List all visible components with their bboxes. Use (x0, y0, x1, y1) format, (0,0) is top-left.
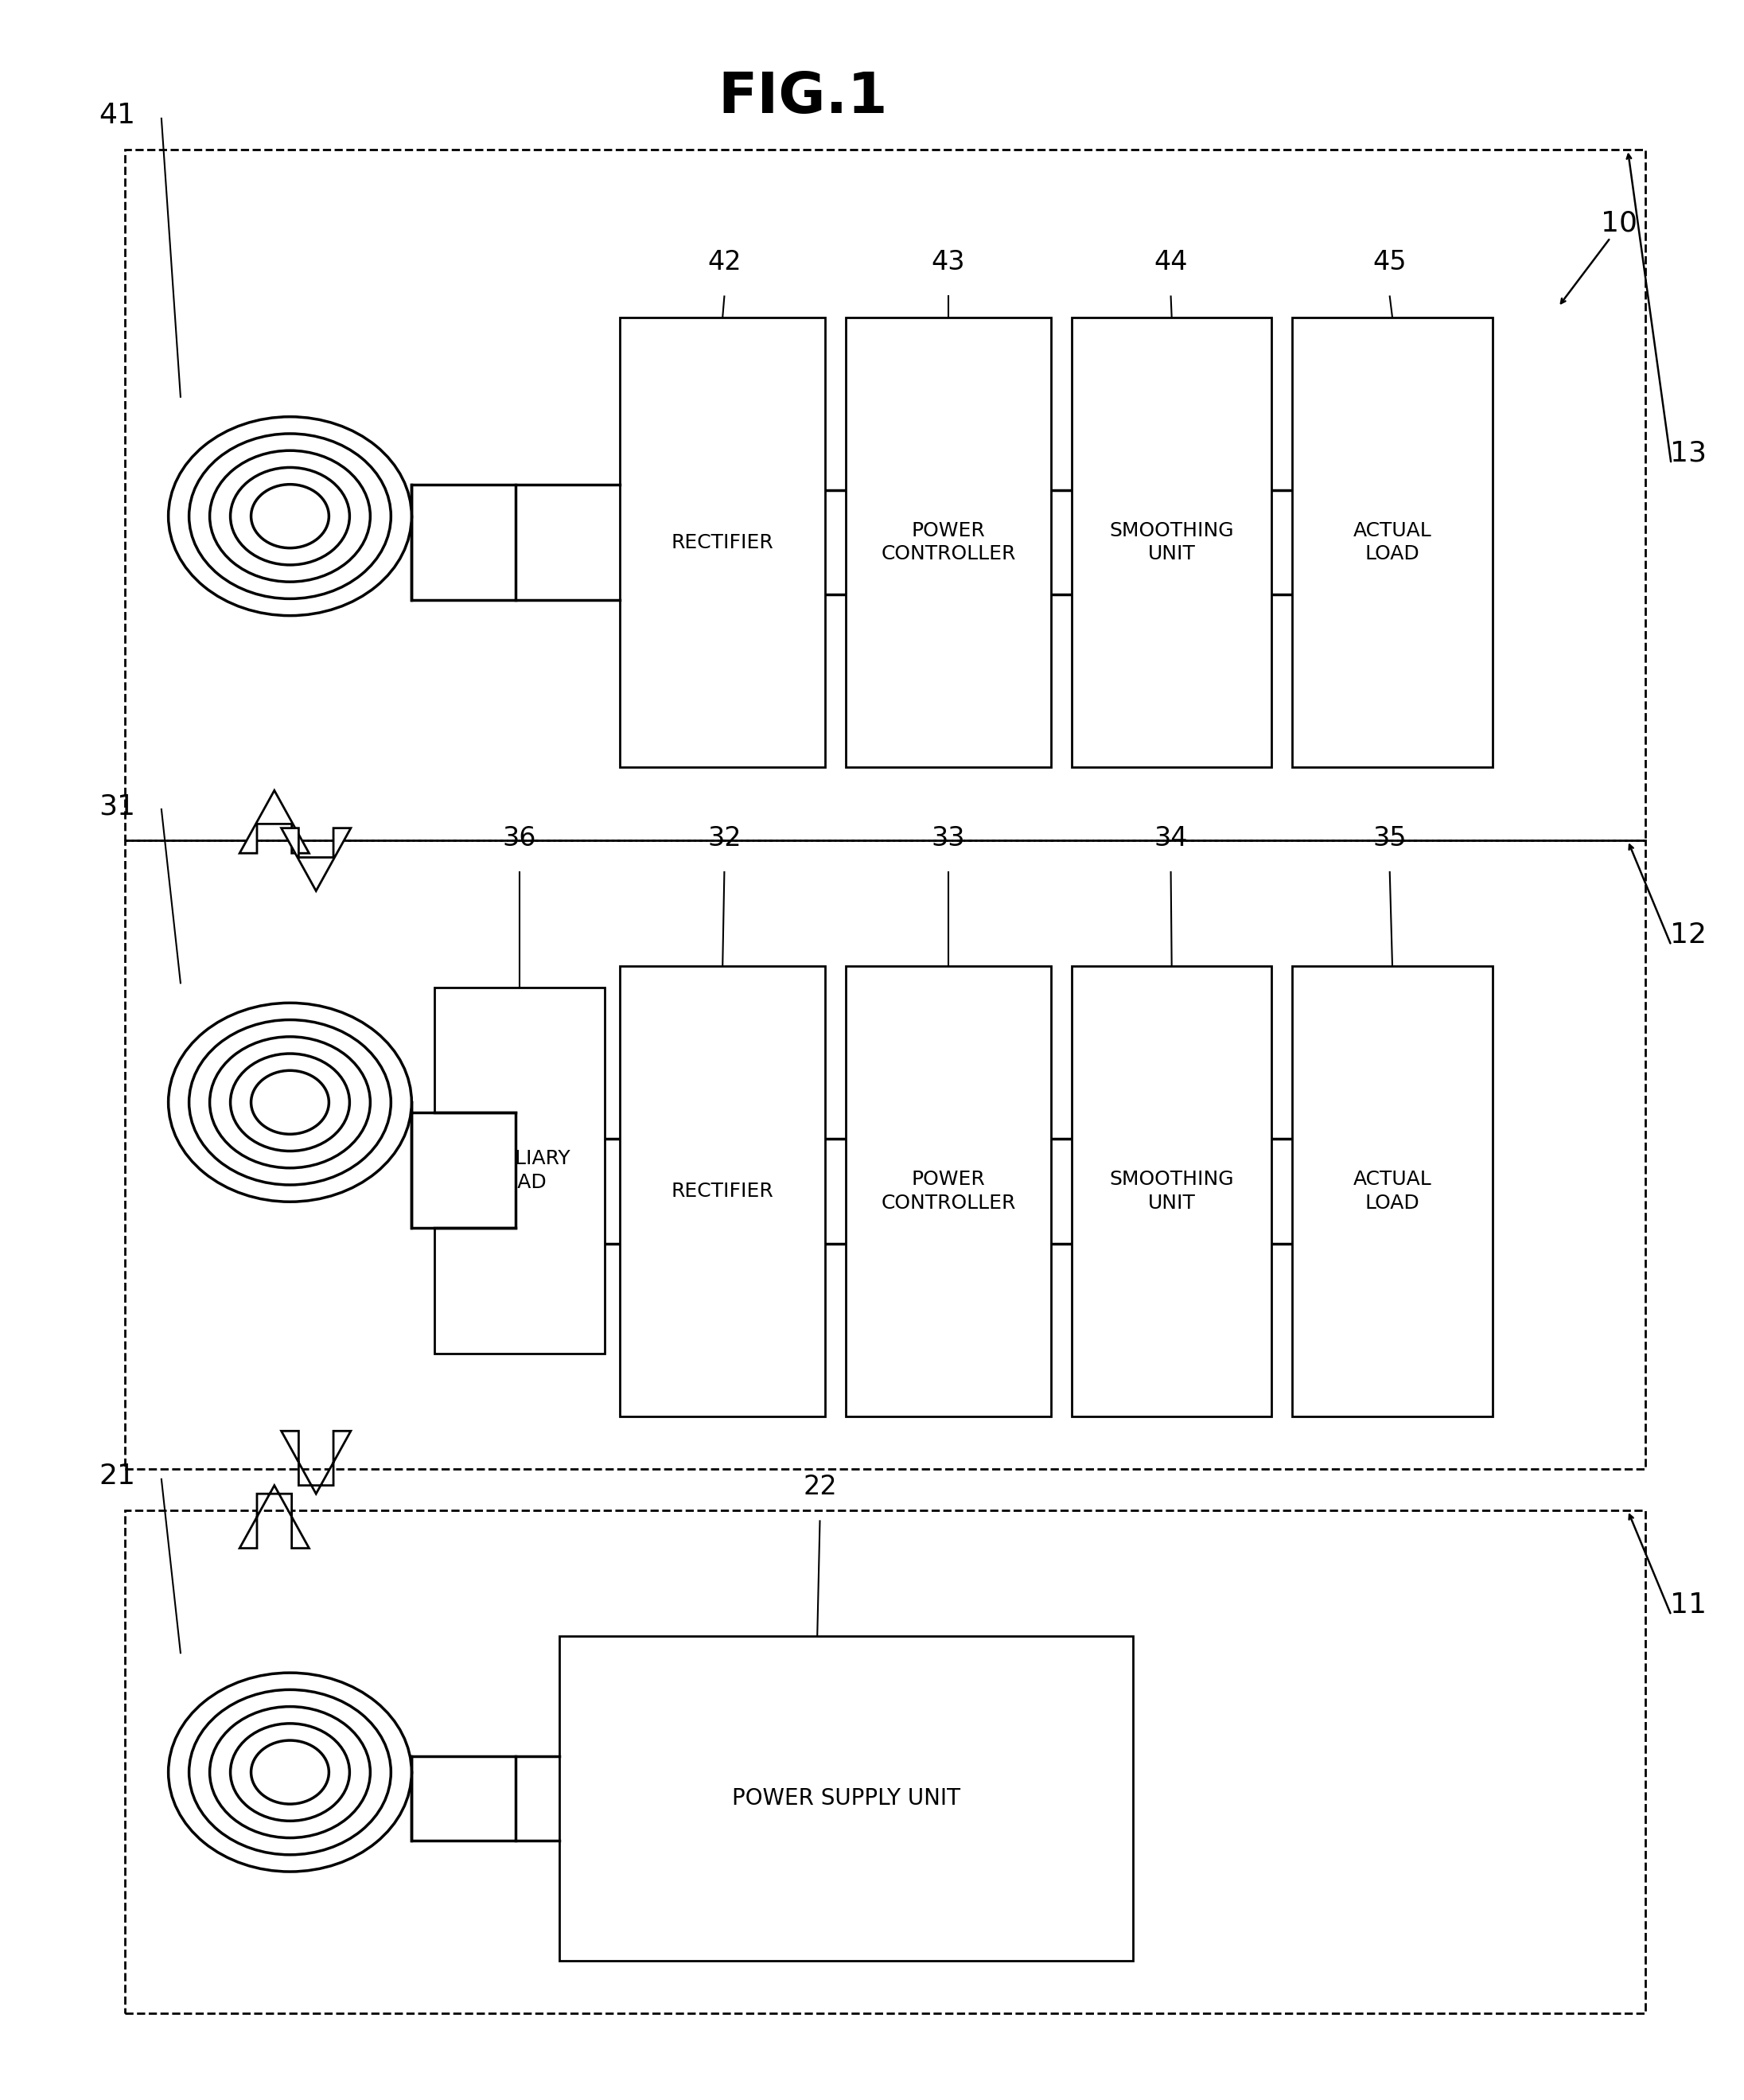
Bar (412, 1756, 516, 1840)
Text: RECTIFIER: RECTIFIER (671, 1182, 774, 1201)
Bar (1073, 317, 1271, 766)
Ellipse shape (169, 416, 412, 615)
Text: 34: 34 (1155, 825, 1188, 850)
Bar (1292, 966, 1493, 1415)
Text: 13: 13 (1671, 439, 1707, 466)
Text: 36: 36 (502, 825, 535, 850)
Bar (560, 1636, 1132, 1961)
Text: FIG.1: FIG.1 (717, 69, 888, 126)
Text: 35: 35 (1373, 825, 1407, 850)
Bar (846, 966, 1052, 1415)
Text: ACTUAL
LOAD: ACTUAL LOAD (1353, 521, 1432, 563)
Text: 32: 32 (708, 825, 741, 850)
Ellipse shape (188, 435, 391, 598)
Text: 31: 31 (99, 792, 136, 819)
Ellipse shape (209, 1037, 370, 1168)
Ellipse shape (169, 1674, 412, 1871)
FancyArrow shape (239, 1485, 309, 1548)
Bar (126, 1510, 1645, 2014)
Text: SMOOTHING
UNIT: SMOOTHING UNIT (1109, 521, 1235, 563)
Bar (434, 987, 605, 1354)
Bar (1292, 317, 1493, 766)
Bar (412, 1113, 516, 1228)
Ellipse shape (209, 452, 370, 582)
Bar (126, 840, 1645, 1468)
Text: 12: 12 (1671, 922, 1707, 949)
Ellipse shape (251, 485, 330, 548)
Text: SMOOTHING
UNIT: SMOOTHING UNIT (1109, 1170, 1235, 1212)
Ellipse shape (230, 1724, 349, 1821)
Text: 42: 42 (708, 250, 741, 275)
Text: 33: 33 (931, 825, 966, 850)
Text: 41: 41 (99, 103, 136, 128)
Text: 22: 22 (802, 1474, 837, 1499)
Bar (412, 485, 516, 601)
Text: 21: 21 (99, 1462, 136, 1489)
FancyArrow shape (281, 1430, 351, 1493)
Ellipse shape (230, 468, 349, 565)
Bar (126, 149, 1645, 840)
Text: POWER SUPPLY UNIT: POWER SUPPLY UNIT (732, 1787, 961, 1810)
Bar (846, 317, 1052, 766)
Text: 43: 43 (931, 250, 966, 275)
FancyArrow shape (281, 827, 351, 890)
Text: RECTIFIER: RECTIFIER (671, 533, 774, 552)
Ellipse shape (169, 1004, 412, 1201)
Ellipse shape (188, 1021, 391, 1184)
Text: 11: 11 (1671, 1592, 1707, 1619)
Ellipse shape (209, 1707, 370, 1838)
Bar (621, 966, 825, 1415)
Bar (621, 317, 825, 766)
FancyArrow shape (239, 790, 309, 853)
Text: 45: 45 (1373, 250, 1407, 275)
Text: 44: 44 (1155, 250, 1188, 275)
Text: ACTUAL
LOAD: ACTUAL LOAD (1353, 1170, 1432, 1212)
Ellipse shape (251, 1741, 330, 1804)
Bar (1073, 966, 1271, 1415)
Ellipse shape (188, 1690, 391, 1854)
Ellipse shape (230, 1054, 349, 1151)
Ellipse shape (251, 1071, 330, 1134)
Text: AUXILIARY
LOAD: AUXILIARY LOAD (467, 1149, 570, 1191)
Text: 10: 10 (1601, 210, 1638, 237)
Text: POWER
CONTROLLER: POWER CONTROLLER (881, 521, 1015, 563)
Text: POWER
CONTROLLER: POWER CONTROLLER (881, 1170, 1015, 1212)
